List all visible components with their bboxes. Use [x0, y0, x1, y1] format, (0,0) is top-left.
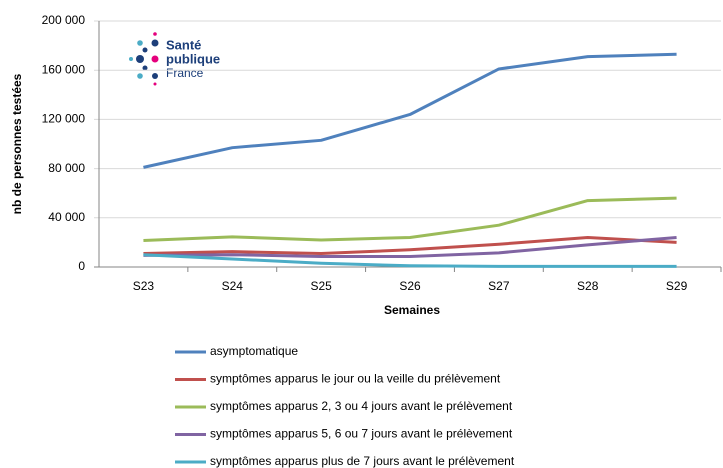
x-tick-label: S24 [222, 279, 244, 293]
logo-dot [137, 40, 143, 46]
logo: Santé publique France [129, 32, 220, 86]
legend-label: symptômes apparus le jour ou la veille d… [210, 372, 501, 386]
logo-dot [142, 47, 148, 53]
logo-dot [153, 32, 157, 36]
logo-text: Santé [166, 37, 201, 52]
x-tick-label: S28 [577, 279, 599, 293]
y-tick-label: 160 000 [42, 62, 86, 76]
logo-dot [142, 65, 148, 71]
logo-dot [129, 57, 133, 61]
y-tick-label: 0 [78, 259, 85, 273]
logo-dot [151, 39, 159, 47]
series-line [143, 235, 677, 255]
logo-dot [152, 73, 158, 79]
x-tick-label: S26 [399, 279, 421, 293]
legend-label: symptômes apparus 5, 6 ou 7 jours avant … [210, 427, 513, 441]
logo-dot [153, 82, 157, 86]
y-axis-label: nb de personnes testées [10, 73, 24, 214]
logo-text: France [166, 66, 204, 80]
logo-dot [136, 55, 144, 63]
x-tick-label: S25 [310, 279, 332, 293]
y-tick-label: 200 000 [42, 13, 86, 27]
legend-label: symptômes apparus 2, 3 ou 4 jours avant … [210, 399, 513, 413]
y-tick-label: 120 000 [42, 112, 86, 126]
y-tick-label: 40 000 [48, 210, 85, 224]
legend-label: asymptomatique [210, 344, 298, 358]
legend-label: symptômes apparus plus de 7 jours avant … [210, 454, 515, 468]
x-axis-label: Semaines [384, 303, 440, 317]
x-tick-label: S23 [133, 279, 155, 293]
series-line [143, 235, 677, 259]
logo-text: publique [166, 51, 220, 66]
grid [94, 20, 721, 219]
logo-dot [137, 73, 143, 79]
logo-dot [151, 55, 159, 63]
series-line [143, 196, 677, 243]
y-tick-label: 80 000 [48, 161, 85, 175]
x-tick-label: S29 [666, 279, 688, 293]
series-line [143, 253, 677, 268]
x-tick-label: S27 [488, 279, 510, 293]
series-line [143, 52, 677, 169]
